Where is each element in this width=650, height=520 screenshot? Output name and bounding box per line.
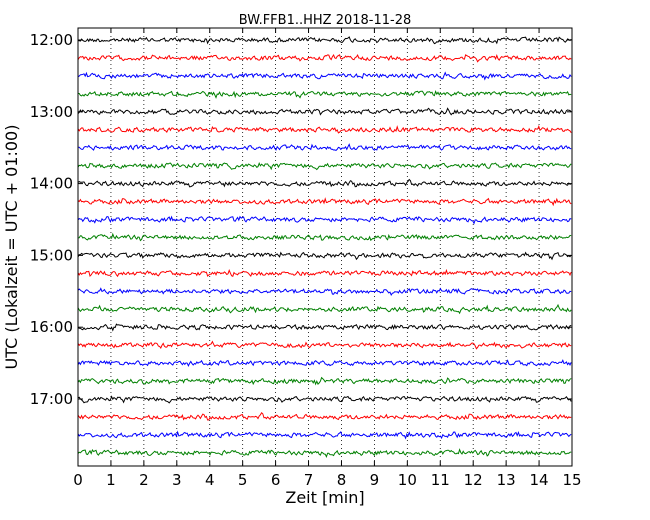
y-tick-label: 12:00 [30, 31, 73, 49]
trace-line [77, 197, 572, 207]
x-tick-label: 4 [205, 471, 215, 489]
x-axis-label: Zeit [min] [285, 488, 364, 507]
trace-line [77, 71, 572, 81]
trace-line [77, 36, 572, 45]
trace-line [77, 232, 572, 242]
trace-line [77, 178, 572, 188]
x-tick-label: 10 [398, 471, 417, 489]
x-tick-label: 7 [304, 471, 314, 489]
seismic-traces [77, 36, 572, 459]
trace-line [77, 448, 572, 459]
trace-line [77, 395, 572, 404]
trace-line [77, 323, 572, 332]
y-axis-label: UTC (Lokalzeit = UTC + 01:00) [2, 125, 21, 370]
plot-frame [77, 27, 573, 467]
y-axis: 12:00 13:00 14:00 15:00 16:00 17:00 [30, 31, 572, 408]
x-tick-label: 6 [271, 471, 281, 489]
trace-line [77, 268, 572, 278]
trace-line [77, 430, 572, 440]
x-tick-label: 5 [238, 471, 248, 489]
x-tick-label: 2 [139, 471, 149, 489]
trace-line [77, 107, 572, 116]
trace-line [77, 412, 572, 421]
x-tick-label: 12 [464, 471, 483, 489]
trace-line [77, 340, 572, 350]
trace-line [77, 124, 572, 134]
x-tick-label: 14 [530, 471, 549, 489]
y-tick-label: 16:00 [30, 318, 73, 336]
x-tick-label: 8 [337, 471, 347, 489]
chart-title: BW.FFB1..HHZ 2018-11-28 [239, 13, 412, 28]
x-axis: 0 1 2 3 4 5 6 7 8 9 10 11 12 13 14 15 [73, 28, 582, 489]
x-tick-label: 1 [106, 471, 116, 489]
trace-line [77, 287, 572, 297]
trace-line [77, 303, 572, 315]
trace-line [77, 215, 572, 225]
x-tick-label: 9 [370, 471, 380, 489]
trace-line [77, 162, 572, 171]
x-tick-label: 3 [172, 471, 182, 489]
trace-line [77, 359, 572, 367]
y-tick-label: 15:00 [30, 246, 73, 264]
trace-line [77, 53, 572, 63]
x-tick-label: 11 [431, 471, 450, 489]
trace-line [77, 376, 572, 386]
trace-line [77, 89, 572, 99]
y-tick-label: 14:00 [30, 175, 73, 193]
trace-line [77, 251, 572, 261]
x-tick-label: 13 [497, 471, 516, 489]
trace-line [78, 143, 572, 151]
y-tick-label: 13:00 [30, 103, 73, 121]
y-tick-label: 17:00 [30, 390, 73, 408]
x-tick-label: 0 [73, 471, 83, 489]
x-tick-label: 15 [562, 471, 581, 489]
